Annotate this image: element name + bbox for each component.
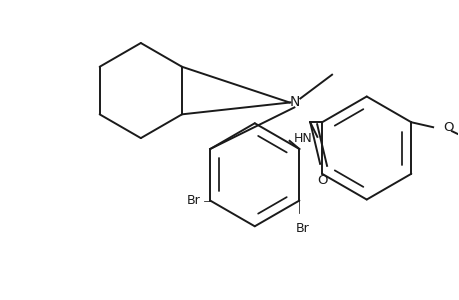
Text: Br: Br <box>295 222 308 235</box>
Text: Br: Br <box>186 194 200 207</box>
Text: O: O <box>442 121 453 134</box>
Text: O: O <box>316 174 327 187</box>
Text: HN: HN <box>293 132 312 145</box>
Text: N: N <box>289 95 299 110</box>
